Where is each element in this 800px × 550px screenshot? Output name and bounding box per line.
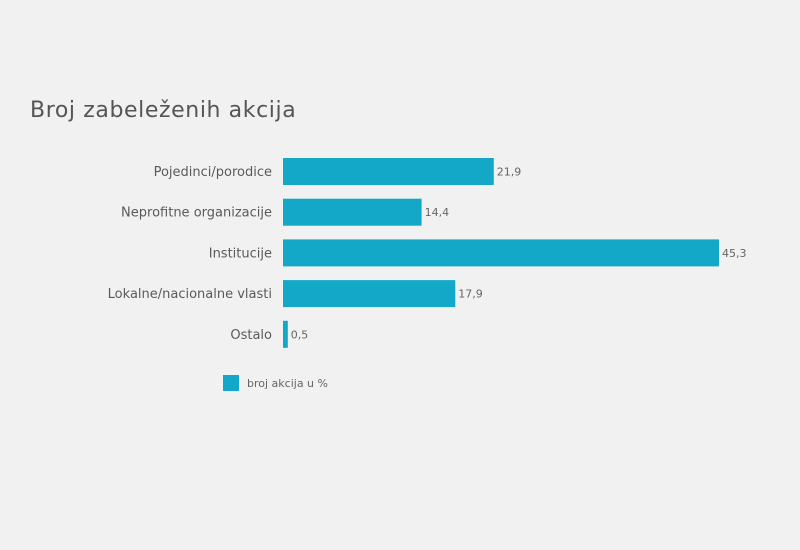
legend: broj akcija u % (223, 375, 328, 391)
category-label: Institucije (209, 246, 272, 261)
bar (283, 320, 288, 348)
category-label: Neprofitne organizacije (121, 206, 272, 221)
bar (283, 198, 422, 226)
bars-group: Pojedinci/porodice 21,9 Neprofitne organiz… (108, 158, 747, 348)
value-label: 21,9 (497, 166, 522, 179)
category-label: Ostalo (230, 328, 272, 343)
category-label: Lokalne/nacionalne vlasti (108, 287, 272, 302)
value-label: 17,9 (458, 288, 483, 301)
legend-label: broj akcija u % (247, 376, 328, 390)
chart-title: Broj zabeleženih akcija (30, 98, 297, 123)
value-label: 45,3 (722, 247, 747, 260)
value-label: 14,4 (425, 206, 450, 219)
bar (283, 158, 494, 185)
category-label: Pojedinci/porodice (154, 165, 272, 180)
value-label: 0,5 (291, 328, 309, 341)
bar (283, 280, 456, 308)
bar (283, 239, 719, 267)
legend-swatch (223, 375, 239, 391)
